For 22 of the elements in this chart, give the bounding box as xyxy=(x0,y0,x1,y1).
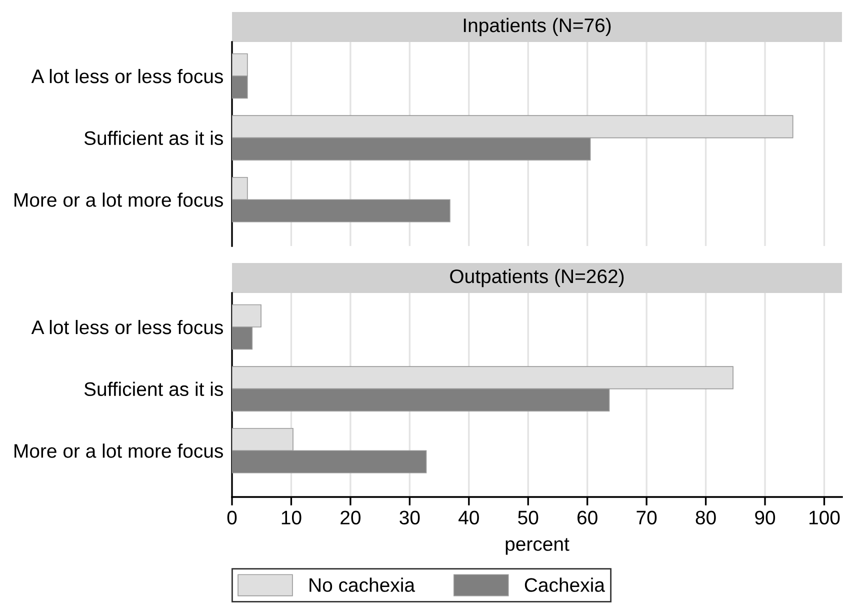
chart-title: Outpatients (N=262) xyxy=(450,268,624,288)
legend-label: Cachexia xyxy=(524,578,605,592)
x-tick-label: 50 xyxy=(518,510,538,524)
x-tick-label: 20 xyxy=(340,510,360,524)
x-tick-label: 0 xyxy=(227,510,237,524)
y-tick-label: A lot less or less focus xyxy=(31,320,223,334)
x-tick-label: 90 xyxy=(755,510,776,524)
x-tick-label: 100 xyxy=(809,510,840,524)
chart-title: Inpatients (N=76) xyxy=(464,18,611,36)
x-tick-label: 10 xyxy=(282,510,302,524)
y-tick-label: A lot less or less focus xyxy=(31,68,223,84)
x-tick-label: 60 xyxy=(578,510,598,524)
x-axis-title: percent xyxy=(506,538,570,555)
x-tick-label: 70 xyxy=(636,510,657,524)
y-tick-label: More or a lot more focus xyxy=(14,192,223,207)
legend-label: No cachexia xyxy=(310,578,416,592)
y-tick-label: Sufficient as it is xyxy=(84,130,223,146)
y-tick-label: More or a lot more focus xyxy=(14,444,223,458)
x-tick-label: 30 xyxy=(400,510,420,524)
y-tick-label: Sufficient as it is xyxy=(84,382,223,396)
x-tick-label: 80 xyxy=(696,510,716,524)
x-tick-label: 40 xyxy=(458,510,479,524)
